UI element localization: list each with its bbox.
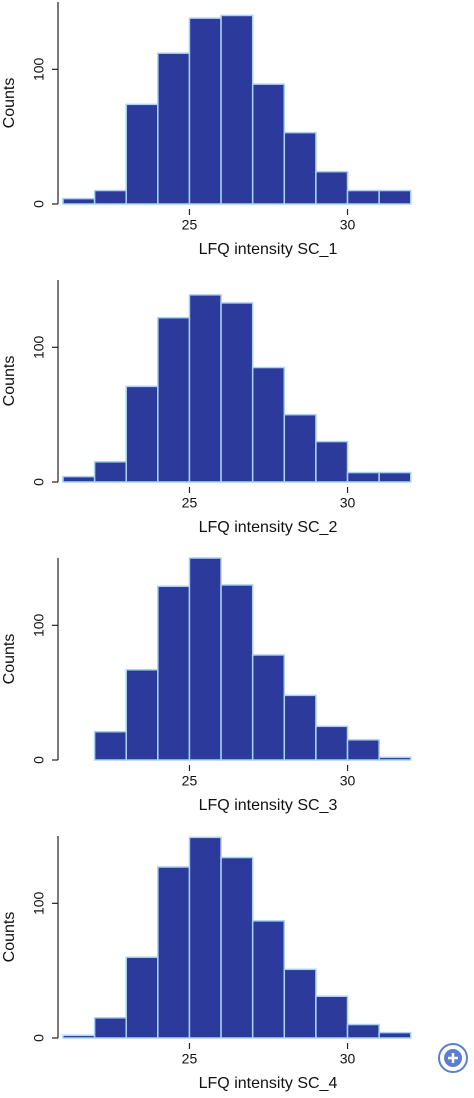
bar [220, 584, 254, 761]
bar [220, 302, 254, 483]
bar [220, 856, 254, 1039]
bar [125, 956, 159, 1039]
x-axis-title: LFQ intensity SC_3 [199, 797, 338, 814]
x-tick-label: 30 [340, 773, 356, 789]
y-tick-label: 0 [31, 200, 47, 208]
zoom-plus[interactable] [448, 1053, 458, 1063]
bar [188, 17, 222, 205]
y-axis-title: Counts [1, 912, 18, 963]
bar [157, 585, 191, 761]
y-tick-label: 100 [31, 57, 47, 81]
bar [251, 366, 286, 483]
bar [315, 440, 349, 483]
bar [315, 995, 349, 1039]
bar [188, 294, 222, 483]
y-axis-title: Counts [1, 356, 18, 407]
bar [188, 557, 222, 761]
bar [125, 669, 159, 761]
bar [157, 52, 191, 205]
x-tick-label: 25 [182, 1051, 198, 1067]
bar [157, 866, 191, 1039]
bar [346, 189, 380, 205]
bar [125, 385, 159, 483]
bar [251, 654, 286, 761]
bar [188, 836, 222, 1039]
x-tick-label: 25 [182, 773, 198, 789]
zoom-button[interactable] [438, 1043, 468, 1073]
bar [283, 968, 317, 1039]
bar [283, 413, 317, 483]
y-tick-label: 100 [31, 613, 47, 637]
bar [251, 920, 286, 1039]
y-axis-title: Counts [1, 78, 18, 129]
bar [346, 739, 380, 761]
bar [283, 131, 317, 205]
x-tick-label: 25 [182, 217, 198, 233]
bar [62, 197, 96, 205]
bar [125, 103, 159, 205]
y-tick-label: 0 [31, 1034, 47, 1042]
bar [378, 471, 412, 483]
bar [378, 189, 412, 205]
bar [220, 14, 254, 205]
x-tick-label: 30 [340, 1051, 356, 1067]
bar [93, 461, 127, 483]
y-tick-label: 100 [31, 891, 47, 915]
bar [346, 471, 380, 483]
bar [62, 475, 96, 483]
bar [283, 694, 317, 761]
y-tick-label: 100 [31, 335, 47, 359]
bar [378, 756, 412, 761]
x-tick-label: 30 [340, 495, 356, 511]
x-axis-title: LFQ intensity SC_4 [199, 1075, 338, 1092]
bar [93, 189, 127, 205]
bar [93, 730, 127, 761]
bar [315, 170, 349, 205]
bar [315, 725, 349, 761]
bar [157, 316, 191, 483]
bar [62, 1034, 96, 1039]
x-tick-label: 30 [340, 217, 356, 233]
x-axis-title: LFQ intensity SC_2 [199, 519, 338, 536]
bar [346, 1023, 380, 1039]
bar [251, 83, 286, 205]
bar [93, 1017, 127, 1039]
y-axis-title: Counts [1, 634, 18, 685]
y-tick-label: 0 [31, 478, 47, 486]
x-tick-label: 25 [182, 495, 198, 511]
x-axis-title: LFQ intensity SC_1 [199, 241, 338, 258]
bar [378, 1031, 412, 1039]
y-tick-label: 0 [31, 756, 47, 764]
